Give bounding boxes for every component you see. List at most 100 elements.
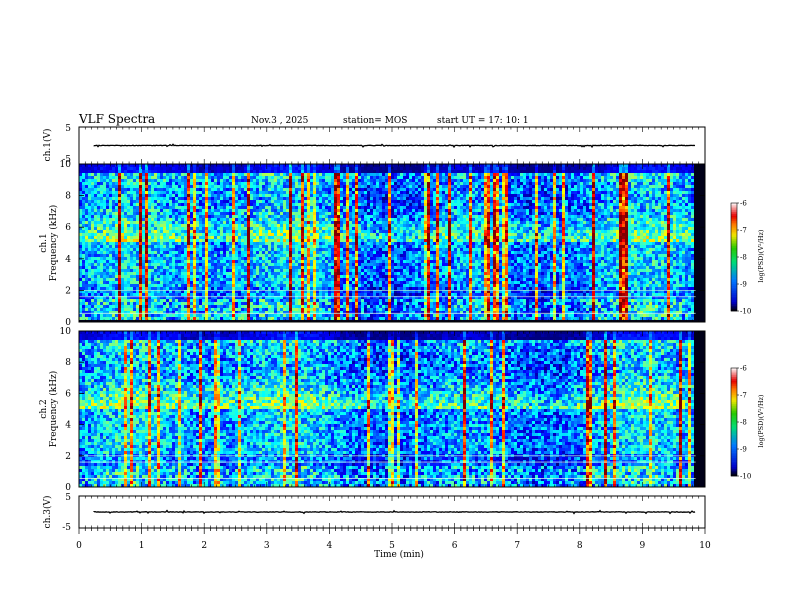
- ch1-spectrogram-cell: [259, 215, 262, 218]
- ch1-spectrogram-cell: [343, 272, 346, 275]
- ch1-spectrogram-cell: [247, 221, 250, 224]
- ch1-spectrogram-cell: [208, 233, 211, 236]
- ch1-spectrogram-cell: [253, 182, 256, 185]
- ch1-spectrogram-cell: [190, 266, 193, 269]
- ch1-spectrogram-cell: [316, 209, 319, 212]
- ch1-spectrogram-cell: [190, 194, 193, 197]
- ch1-spectrogram-cell: [307, 236, 310, 239]
- ch1-spectrogram-cell: [220, 314, 223, 317]
- ch1-spectrogram-cell: [136, 272, 139, 275]
- ch1-spectrogram-cell: [160, 173, 163, 176]
- ch1-spectrogram-cell: [220, 215, 223, 218]
- ch1-spectrogram-cell: [172, 179, 175, 182]
- ch1-spectrogram-cell: [265, 188, 268, 191]
- ch1-spectrogram-cell: [217, 254, 220, 257]
- ch1-spectrogram-cell: [337, 209, 340, 212]
- ch1-spectrogram-cell: [181, 287, 184, 290]
- ch1-spectrogram-cell: [310, 293, 313, 296]
- ch1-spectrogram-cell: [163, 284, 166, 287]
- ch1-spectrogram-cell: [280, 233, 283, 236]
- ch1-spectrogram-cell: [133, 218, 136, 221]
- ch1-spectrogram-cell: [229, 287, 232, 290]
- ch1-spectrogram-cell: [106, 275, 109, 278]
- ch1-spectrogram-cell: [265, 308, 268, 311]
- ch1-spectrogram-cell: [109, 260, 112, 263]
- ch1-spectrogram-cell: [136, 215, 139, 218]
- ch1-spectrogram-cell: [115, 293, 118, 296]
- ch1-spectrogram-cell: [328, 284, 331, 287]
- ch1-spectrogram-cell: [205, 317, 208, 320]
- ch1-spectrogram-cell: [190, 308, 193, 311]
- ch1-spectrogram-cell: [118, 206, 121, 209]
- ch1-spectrogram-cell: [244, 266, 247, 269]
- ch1-spectrogram-cell: [271, 215, 274, 218]
- ch1-spectrogram-cell: [325, 200, 328, 203]
- ch1-spectrogram-cell: [115, 170, 118, 173]
- ch1-spectrogram-cell: [346, 170, 349, 173]
- ch1-spectrogram-cell: [331, 245, 334, 248]
- ch1-spectrogram-cell: [319, 272, 322, 275]
- ch1-spectrogram-cell: [184, 188, 187, 191]
- ch1-spectrogram-cell: [205, 251, 208, 254]
- ch1-spectrogram-cell: [103, 242, 106, 245]
- ch1-spectrogram-cell: [349, 215, 352, 218]
- ch1-spectrogram-cell: [232, 269, 235, 272]
- ch1-spectrogram-cell: [259, 191, 262, 194]
- ch1-spectrogram-cell: [340, 233, 343, 236]
- ch1-spectrogram-cell: [127, 209, 130, 212]
- ch1-spectrogram-cell: [244, 278, 247, 281]
- ch1-spectrogram-cell: [280, 314, 283, 317]
- ch1-spectrogram-cell: [199, 236, 202, 239]
- ch1-spectrogram-cell: [175, 185, 178, 188]
- ch1-spectrogram-cell: [202, 284, 205, 287]
- ch1-spectrogram-cell: [214, 260, 217, 263]
- ch1-spectrogram-cell: [223, 239, 226, 242]
- ch1-spectrogram-cell: [124, 194, 127, 197]
- ch1-spectrogram-cell: [271, 251, 274, 254]
- ch1-spectrogram-cell: [160, 299, 163, 302]
- ch1-spectrogram-cell: [235, 185, 238, 188]
- ch1-spectrogram-cell: [199, 260, 202, 263]
- ch1-spectrogram-cell: [283, 227, 286, 230]
- ch1-spectrogram-cell: [220, 272, 223, 275]
- ch1-spectrogram-cell: [172, 239, 175, 242]
- ch1-spectrogram-cell: [109, 197, 112, 200]
- ch1-spectrogram-cell: [328, 275, 331, 278]
- ch1-spectrogram-cell: [124, 248, 127, 251]
- ch1-spectrogram-cell: [163, 197, 166, 200]
- ch1-spectrogram-cell: [313, 209, 316, 212]
- ch1-spectrogram-cell: [217, 182, 220, 185]
- ch1-spectrogram-cell: [337, 272, 340, 275]
- ch1-spectrogram-cell: [262, 299, 265, 302]
- ch1-spectrogram-cell: [94, 206, 97, 209]
- ch1-spectrogram-cell: [187, 239, 190, 242]
- ch1-spectrogram-cell: [232, 233, 235, 236]
- ch1-spectrogram-cell: [214, 245, 217, 248]
- ch1-spectrogram-cell: [211, 293, 214, 296]
- ch1-spectrogram-cell: [172, 299, 175, 302]
- ch1-spectrogram-cell: [217, 236, 220, 239]
- ch1-spectrogram-cell: [118, 167, 121, 170]
- ch1-spectrogram-cell: [139, 308, 142, 311]
- ch1-spectrogram-cell: [94, 191, 97, 194]
- ch1-spectrogram-cell: [157, 170, 160, 173]
- ch1-spectrogram-cell: [304, 227, 307, 230]
- ch1-spectrogram-cell: [181, 251, 184, 254]
- ch1-spectrogram-cell: [85, 188, 88, 191]
- ch1-spectrogram-cell: [160, 281, 163, 284]
- ch1-spectrogram-cell: [91, 269, 94, 272]
- ch1-spectrogram-cell: [331, 167, 334, 170]
- ch1-spectrogram-cell: [142, 179, 145, 182]
- ch1-spectrogram-cell: [199, 218, 202, 221]
- ch1-spectrogram-cell: [193, 170, 196, 173]
- ch1-spectrogram-cell: [250, 260, 253, 263]
- ch1-spectrogram-cell: [88, 281, 91, 284]
- ch1-spectrogram-cell: [244, 215, 247, 218]
- ch1-spectrogram-cell: [145, 284, 148, 287]
- ch1-spectrogram-cell: [181, 242, 184, 245]
- ch1-spectrogram-cell: [205, 284, 208, 287]
- ch1-spectrogram-cell: [247, 233, 250, 236]
- ch1-spectrogram-cell: [256, 257, 259, 260]
- ch1-spectrogram-cell: [343, 257, 346, 260]
- ch1-spectrogram-cell: [352, 188, 355, 191]
